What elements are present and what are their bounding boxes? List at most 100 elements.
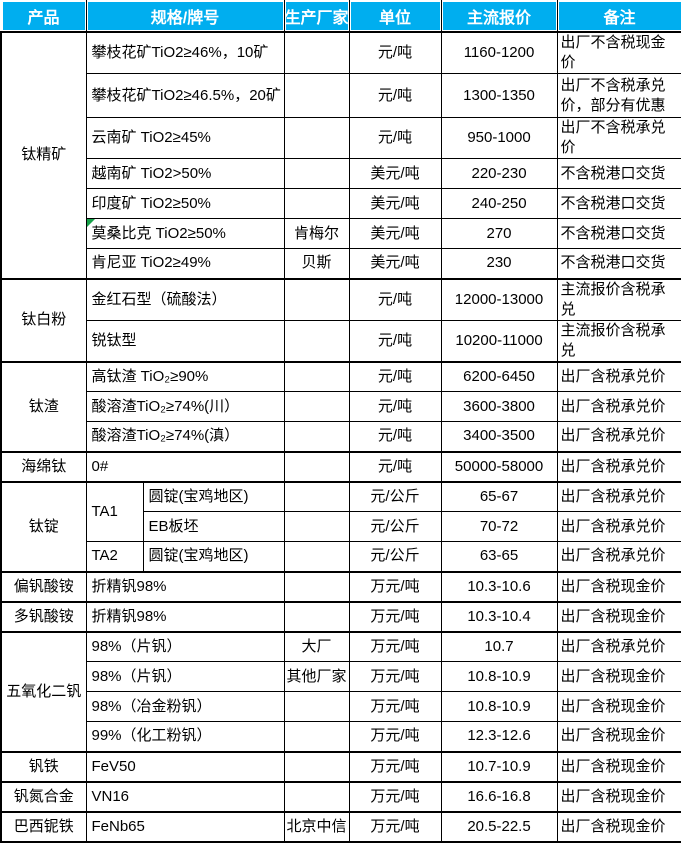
unit-cell: 美元/吨 (348, 158, 442, 189)
maker-cell (283, 73, 350, 118)
maker-cell: 贝斯 (283, 248, 350, 279)
note-cell: 出厂含税现金价 (556, 721, 681, 752)
spec-cell: 云南矿 TiO2≥45% (85, 117, 285, 159)
price-cell: 65-67 (440, 480, 558, 512)
unit-cell: 万元/吨 (348, 570, 442, 602)
table-row: 钛渣 高钛渣 TiO₂≥90% 元/吨 6200-6450 出厂含税承兑价 (0, 360, 681, 452)
note-cell: 不含税港口交货 (556, 158, 681, 189)
unit-cell: 万元/吨 (348, 780, 442, 812)
unit-cell: 元/公斤 (348, 511, 442, 542)
spec-cell: 金红石型（硫酸法） (85, 277, 285, 321)
grade-cell: TA2 (85, 541, 144, 572)
note-cell: 出厂含税现金价 (556, 780, 681, 812)
spec-cell: 肯尼亚 TiO2≥49% (85, 248, 285, 279)
note-cell: 出厂不含税承兑价，部分有优惠 (556, 73, 681, 118)
table-row: 钛白粉 金红石型（硫酸法） 元/吨 12000-13000 主流报价含税承兑 (0, 277, 681, 362)
unit-cell: 元/吨 (348, 117, 442, 159)
comment-marker-icon (87, 219, 95, 227)
table-row: 攀枝花矿TiO2≥46.5%，20矿 元/吨 1300-1350 出厂不含税承兑价，部… (1, 73, 681, 118)
table-row: 越南矿 TiO2>50% 美元/吨 220-230 不含税港口交货 (1, 158, 681, 189)
product-cell: 偏钒酸铵 (0, 570, 87, 602)
col-header-maker: 生产厂家 (283, 0, 350, 33)
maker-cell: 其他厂家 (283, 661, 350, 692)
spec-cell: 酸溶渣TiO₂≥74%(川） (85, 391, 285, 422)
price-cell: 10.3-10.4 (440, 600, 558, 632)
spec-cell: VN16 (85, 780, 285, 812)
maker-cell (283, 117, 350, 159)
price-cell: 10.3-10.6 (440, 570, 558, 602)
unit-cell: 万元/吨 (348, 810, 442, 843)
table-row: 酸溶渣TiO₂≥74%(滇） 元/吨 3400-3500 出厂含税承兑价 (1, 421, 681, 452)
table-row: 98%（片钒） 其他厂家 万元/吨 10.8-10.9 出厂含税现金价 (1, 661, 681, 692)
spec-cell: 圆锭(宝鸡地区) (142, 480, 285, 512)
spec-cell: FeV50 (85, 750, 285, 782)
maker-cell (283, 421, 350, 452)
spec-cell: 印度矿 TiO2≥50% (85, 188, 285, 219)
price-cell: 270 (440, 218, 558, 249)
price-cell: 3400-3500 (440, 421, 558, 452)
spec-cell: 99%（化工粉钒） (85, 721, 285, 752)
price-cell: 12.3-12.6 (440, 721, 558, 752)
price-cell: 10.7-10.9 (440, 750, 558, 782)
price-cell: 20.5-22.5 (440, 810, 558, 843)
table-row: 钒铁 FeV50 万元/吨 10.7-10.9 出厂含税现金价 (0, 750, 681, 782)
spec-cell: 越南矿 TiO2>50% (85, 158, 285, 189)
maker-cell (283, 480, 350, 512)
product-cell: 五氧化二钒 (0, 630, 87, 752)
price-cell: 50000-58000 (440, 450, 558, 482)
maker-cell (283, 721, 350, 752)
spec-cell: 折精钒98% (85, 570, 285, 602)
price-cell: 3600-3800 (440, 391, 558, 422)
product-cell: 钒铁 (0, 750, 87, 782)
table-row: 锐钛型 元/吨 10200-11000 主流报价含税承兑 (1, 319, 681, 362)
table-row: 钒氮合金 VN16 万元/吨 16.6-16.8 出厂含税现金价 (0, 780, 681, 812)
table-row: 99%（化工粉钒） 万元/吨 12.3-12.6 出厂含税现金价 (1, 721, 681, 752)
maker-cell (283, 277, 350, 321)
maker-cell: 大厂 (283, 630, 350, 662)
note-cell: 出厂含税现金价 (556, 810, 681, 843)
spec-cell: 攀枝花矿TiO2≥46.5%，20矿 (85, 73, 285, 118)
product-cell: 钛锭 (0, 480, 87, 572)
price-cell: 10.7 (440, 630, 558, 662)
note-cell: 出厂含税现金价 (556, 570, 681, 602)
spec-cell: 98%（冶金粉钒） (85, 691, 285, 722)
table-row: 多钒酸铵 折精钒98% 万元/吨 10.3-10.4 出厂含税现金价 (0, 600, 681, 632)
spec-cell: 高钛渣 TiO₂≥90% (85, 360, 285, 392)
col-header-product: 产品 (0, 0, 87, 33)
note-cell: 出厂含税承兑价 (556, 480, 681, 512)
col-header-unit: 单位 (348, 0, 442, 33)
unit-cell: 元/吨 (348, 391, 442, 422)
table-row: 钛锭 TA1 圆锭(宝鸡地区) 元/公斤 65-67 出厂含税承兑价 (0, 480, 681, 572)
unit-cell: 美元/吨 (348, 188, 442, 219)
maker-cell (283, 600, 350, 632)
maker-cell: 肯梅尔 (283, 218, 350, 249)
note-cell: 出厂含税承兑价 (556, 450, 681, 482)
note-cell: 出厂含税现金价 (556, 600, 681, 632)
spec-cell: FeNb65 (85, 810, 285, 843)
note-cell: 出厂含税承兑价 (556, 391, 681, 422)
table-row: 偏钒酸铵 折精钒98% 万元/吨 10.3-10.6 出厂含税现金价 (0, 570, 681, 602)
grade-cell: TA1 (85, 480, 144, 542)
note-cell: 出厂含税现金价 (556, 750, 681, 782)
spec-cell: 98%（片钒） (85, 630, 285, 662)
maker-cell (283, 391, 350, 422)
price-cell: 6200-6450 (440, 360, 558, 392)
product-cell: 巴西铌铁 (0, 810, 87, 843)
maker-cell (283, 188, 350, 219)
maker-cell (283, 319, 350, 362)
spec-cell: 攀枝花矿TiO2≥46%，10矿 (85, 31, 285, 74)
col-header-price: 主流报价 (440, 0, 558, 33)
col-header-spec: 规格/牌号 (85, 0, 285, 33)
table-row: 98%（冶金粉钒） 万元/吨 10.8-10.9 出厂含税现金价 (1, 691, 681, 722)
maker-cell (283, 780, 350, 812)
maker-cell (283, 691, 350, 722)
spec-cell: 折精钒98% (85, 600, 285, 632)
spec-cell: 锐钛型 (85, 319, 285, 362)
product-cell: 多钒酸铵 (0, 600, 87, 632)
unit-cell: 元/吨 (348, 31, 442, 74)
unit-cell: 元/公斤 (348, 541, 442, 572)
table-row: 肯尼亚 TiO2≥49% 贝斯 美元/吨 230 不含税港口交货 (1, 248, 681, 279)
product-cell: 钒氮合金 (0, 780, 87, 812)
unit-cell: 元/吨 (348, 319, 442, 362)
